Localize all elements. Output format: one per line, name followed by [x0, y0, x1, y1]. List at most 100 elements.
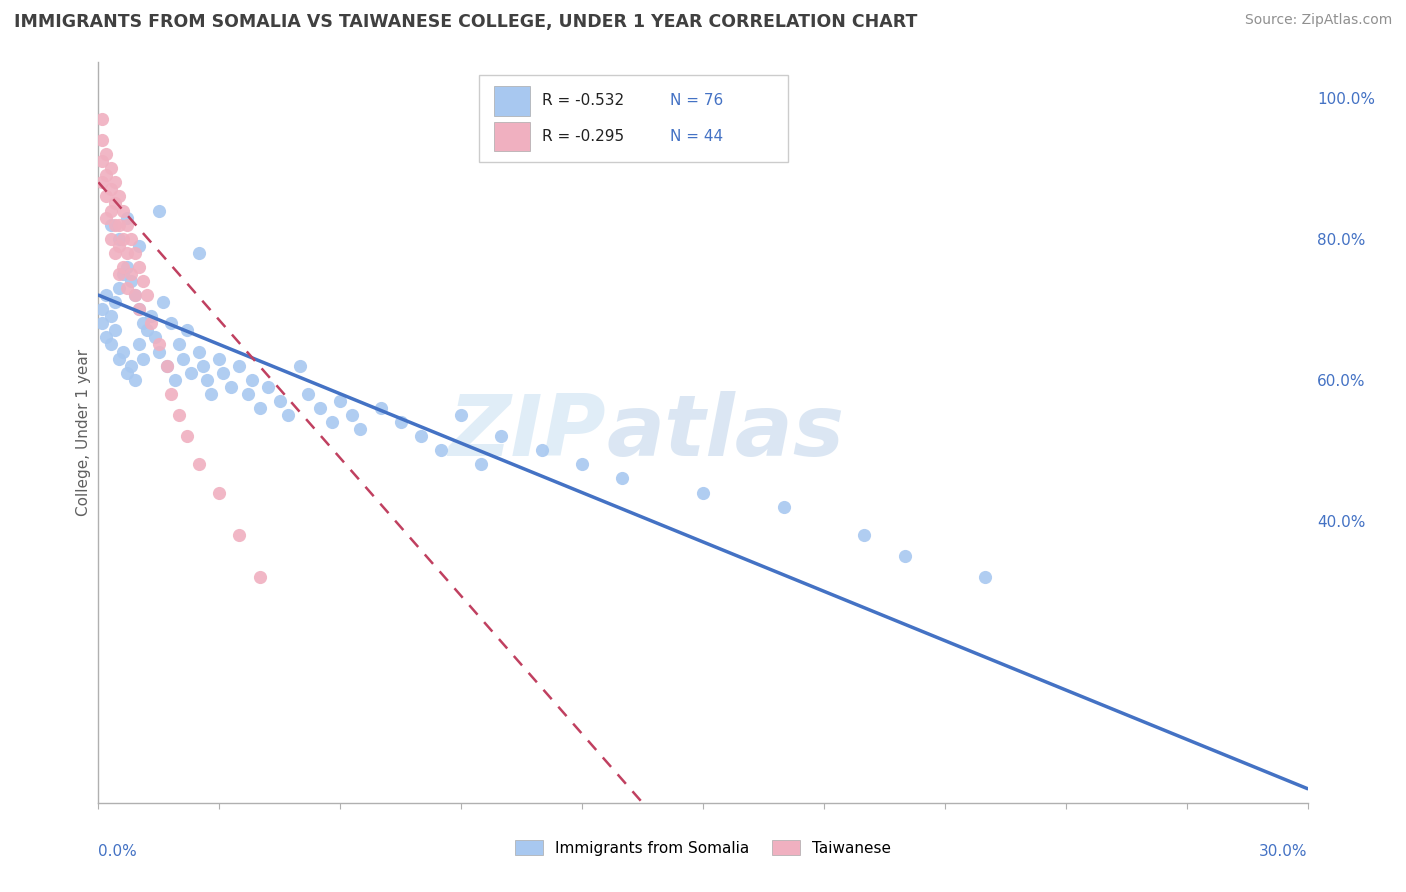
Text: ZIP: ZIP: [449, 391, 606, 475]
Point: [91, 302, 114, 317]
Point: [148, 203, 170, 218]
Point: [111, 260, 134, 274]
Point: [100, 337, 122, 351]
Point: [103, 323, 125, 337]
Point: [128, 239, 150, 253]
Point: [571, 458, 593, 472]
Point: [240, 373, 263, 387]
Point: [329, 393, 352, 408]
Point: [256, 380, 278, 394]
Point: [124, 288, 146, 302]
Point: [236, 387, 259, 401]
Point: [277, 408, 299, 422]
Text: R = -0.295: R = -0.295: [543, 129, 624, 144]
Point: [128, 302, 150, 317]
Point: [120, 267, 142, 281]
Point: [115, 281, 138, 295]
Point: [148, 344, 170, 359]
Point: [107, 281, 129, 295]
Point: [132, 274, 155, 288]
Point: [156, 359, 179, 373]
Point: [342, 408, 364, 422]
Point: [208, 485, 231, 500]
Point: [188, 344, 211, 359]
Text: atlas: atlas: [606, 391, 845, 475]
Text: IMMIGRANTS FROM SOMALIA VS TAIWANESE COLLEGE, UNDER 1 YEAR CORRELATION CHART: IMMIGRANTS FROM SOMALIA VS TAIWANESE COL…: [14, 13, 918, 31]
Point: [115, 366, 138, 380]
Point: [491, 429, 513, 443]
Point: [288, 359, 311, 373]
Point: [120, 274, 142, 288]
Point: [107, 267, 129, 281]
Point: [96, 288, 118, 302]
Point: [100, 310, 122, 324]
Point: [228, 528, 250, 542]
Point: [530, 443, 553, 458]
Point: [156, 359, 179, 373]
Point: [612, 471, 634, 485]
Bar: [494, 87, 530, 116]
Point: [249, 401, 271, 415]
Point: [128, 337, 150, 351]
Text: 0.0%: 0.0%: [98, 844, 138, 858]
Point: [450, 408, 472, 422]
Point: [297, 387, 319, 401]
Y-axis label: College, Under 1 year: College, Under 1 year: [76, 349, 91, 516]
Point: [470, 458, 492, 472]
Point: [111, 267, 134, 281]
Point: [692, 485, 714, 500]
Point: [430, 443, 453, 458]
Point: [409, 429, 432, 443]
Point: [115, 211, 138, 225]
Point: [974, 570, 997, 584]
Point: [152, 295, 174, 310]
Point: [143, 330, 166, 344]
Point: [221, 380, 243, 394]
Point: [269, 393, 291, 408]
Point: [91, 316, 114, 330]
Point: [107, 351, 129, 366]
Point: [91, 175, 114, 189]
Point: [103, 196, 125, 211]
Point: [160, 387, 183, 401]
Point: [120, 359, 142, 373]
Point: [132, 351, 155, 366]
Point: [228, 359, 250, 373]
Point: [195, 373, 218, 387]
Point: [200, 387, 222, 401]
Point: [107, 189, 129, 203]
Point: [103, 218, 125, 232]
Point: [208, 351, 231, 366]
Point: [135, 323, 157, 337]
FancyBboxPatch shape: [479, 75, 787, 162]
Point: [139, 310, 162, 324]
Point: [96, 330, 118, 344]
Point: [120, 232, 142, 246]
Point: [309, 401, 332, 415]
Point: [100, 218, 122, 232]
Point: [139, 316, 162, 330]
Point: [103, 175, 125, 189]
Point: [107, 239, 129, 253]
Text: Source: ZipAtlas.com: Source: ZipAtlas.com: [1244, 13, 1392, 28]
Point: [349, 422, 371, 436]
Point: [96, 168, 118, 182]
Point: [893, 549, 915, 563]
Point: [167, 408, 190, 422]
Point: [91, 133, 114, 147]
Point: [100, 232, 122, 246]
Text: N = 76: N = 76: [671, 94, 724, 109]
Point: [172, 351, 194, 366]
Point: [124, 373, 146, 387]
Point: [111, 203, 134, 218]
Text: N = 44: N = 44: [671, 129, 724, 144]
Point: [111, 344, 134, 359]
Text: 30.0%: 30.0%: [1260, 844, 1308, 858]
Point: [115, 218, 138, 232]
Point: [160, 316, 183, 330]
Point: [96, 211, 118, 225]
Point: [148, 337, 170, 351]
Point: [176, 429, 198, 443]
Point: [167, 337, 190, 351]
Point: [135, 288, 157, 302]
